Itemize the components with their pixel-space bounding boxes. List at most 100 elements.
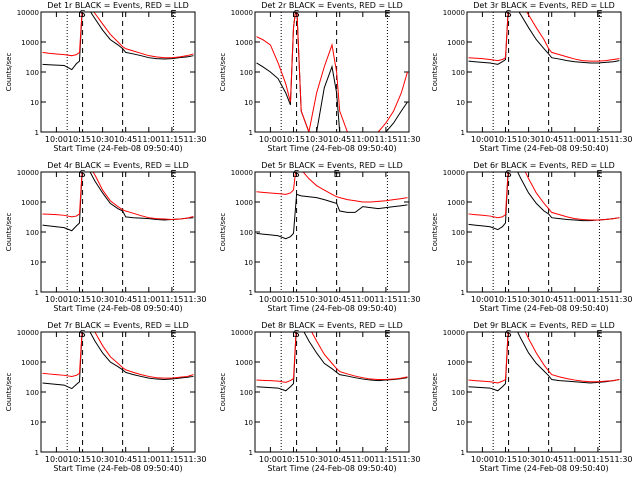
x-tick-label: 10:00 <box>259 455 282 464</box>
x-tick-label: 11:15 <box>160 295 183 304</box>
plot-area <box>42 172 194 232</box>
x-tick-label: 10:45 <box>328 455 351 464</box>
x-tick-label: 11:15 <box>160 455 183 464</box>
y-axis-label: Counts/sec <box>431 373 439 412</box>
x-tick-label: 10:30 <box>91 295 114 304</box>
x-tick-label: 11:00 <box>137 135 160 144</box>
series-line <box>42 172 194 221</box>
x-tick-label: 11:00 <box>351 295 374 304</box>
y-tick-label: 10000 <box>443 329 465 337</box>
y-tick-label: 10 <box>244 419 253 427</box>
panel-title: Det 3r BLACK = Events, RED = LLD <box>473 1 615 10</box>
panel-title: Det 8r BLACK = Events, RED = LLD <box>261 321 403 330</box>
series-line <box>256 193 408 240</box>
annotation: E <box>384 9 390 20</box>
x-tick-label: 10:15 <box>494 295 517 304</box>
y-axis-label: Counts/sec <box>219 373 227 412</box>
y-tick-label: 10 <box>30 419 39 427</box>
x-tick-label: 10:00 <box>471 455 494 464</box>
panel-title: Det 7r BLACK = Events, RED = LLD <box>47 321 189 330</box>
x-tick-label: 10:30 <box>305 295 328 304</box>
x-tick-label: 10:00 <box>45 455 68 464</box>
y-tick-label: 100 <box>240 69 253 77</box>
y-tick-label: 100 <box>26 69 39 77</box>
x-tick-label: 11:15 <box>586 135 609 144</box>
x-tick-label: 11:30 <box>609 135 632 144</box>
annotation: S <box>79 169 85 180</box>
y-tick-label: 10000 <box>17 329 39 337</box>
x-tick-label: 11:15 <box>586 455 609 464</box>
panel: Det 4r BLACK = Events, RED = LLD Start Ti… <box>5 161 207 313</box>
series-line <box>256 12 408 132</box>
x-axis-label: Start Time (24-Feb-08 09:50:40) <box>479 304 608 313</box>
plot-area <box>468 172 620 231</box>
y-tick-label: 1 <box>249 449 253 457</box>
x-tick-label: 10:15 <box>494 135 517 144</box>
series-line <box>468 12 620 65</box>
y-tick-label: 1 <box>35 289 39 297</box>
annotation: E <box>596 329 602 340</box>
x-tick-label: 11:15 <box>160 135 183 144</box>
x-tick-label: 11:30 <box>183 135 206 144</box>
y-tick-label: 10000 <box>231 169 253 177</box>
y-tick-label: 10000 <box>443 9 465 17</box>
annotation: E <box>333 169 339 180</box>
y-tick-label: 1000 <box>235 199 253 207</box>
plot-frame <box>40 331 196 453</box>
x-tick-label: 10:00 <box>471 295 494 304</box>
x-tick-label: 11:15 <box>374 135 397 144</box>
y-axis-label: Counts/sec <box>431 213 439 252</box>
x-tick-label: 11:30 <box>397 295 420 304</box>
x-tick-label: 10:45 <box>114 295 137 304</box>
x-axis-label: Start Time (24-Feb-08 09:50:40) <box>479 144 608 153</box>
x-tick-label: 11:00 <box>137 455 160 464</box>
panel: Det 5r BLACK = Events, RED = LLD Start Ti… <box>219 161 421 313</box>
x-axis-label: Start Time (24-Feb-08 09:50:40) <box>53 144 182 153</box>
plot-area <box>256 172 408 240</box>
y-tick-label: 1000 <box>447 39 465 47</box>
panel-title: Det 4r BLACK = Events, RED = LLD <box>47 161 189 170</box>
plot-frame <box>254 11 410 133</box>
y-tick-label: 1 <box>35 449 39 457</box>
plot-area <box>42 332 194 390</box>
x-tick-label: 11:30 <box>609 455 632 464</box>
annotation: S <box>293 329 299 340</box>
x-tick-label: 10:45 <box>540 135 563 144</box>
x-tick-label: 10:45 <box>540 295 563 304</box>
x-axis-label: Start Time (24-Feb-08 09:50:40) <box>53 304 182 313</box>
plot-area <box>256 332 408 392</box>
series-line <box>256 172 408 203</box>
annotation: E <box>170 169 176 180</box>
x-tick-label: 10:30 <box>91 135 114 144</box>
series-line <box>256 12 408 132</box>
x-tick-label: 10:00 <box>45 135 68 144</box>
plot-frame <box>466 171 622 293</box>
y-tick-label: 10 <box>30 259 39 267</box>
plot-area <box>256 12 408 132</box>
x-tick-label: 10:15 <box>68 295 91 304</box>
x-tick-label: 10:30 <box>305 135 328 144</box>
annotation: E <box>596 169 602 180</box>
panel: Det 9r BLACK = Events, RED = LLD Start Ti… <box>431 321 633 473</box>
x-tick-label: 10:45 <box>540 455 563 464</box>
y-tick-label: 10 <box>244 99 253 107</box>
y-tick-label: 100 <box>26 389 39 397</box>
y-tick-label: 100 <box>452 229 465 237</box>
y-tick-label: 1 <box>461 129 465 137</box>
panel: Det 6r BLACK = Events, RED = LLD Start Ti… <box>431 161 633 313</box>
y-tick-label: 1000 <box>447 199 465 207</box>
panel: Det 8r BLACK = Events, RED = LLD Start Ti… <box>219 321 421 473</box>
y-tick-label: 10 <box>30 99 39 107</box>
series-line <box>468 172 620 221</box>
y-axis-label: Counts/sec <box>5 213 13 252</box>
panel-title: Det 9r BLACK = Events, RED = LLD <box>473 321 615 330</box>
x-tick-label: 10:30 <box>91 455 114 464</box>
series-line <box>256 332 408 392</box>
y-axis-label: Counts/sec <box>5 53 13 92</box>
x-tick-label: 11:00 <box>563 455 586 464</box>
x-tick-label: 11:00 <box>563 295 586 304</box>
plot-frame <box>40 171 196 293</box>
plot-frame <box>466 11 622 133</box>
series-line <box>468 12 620 62</box>
